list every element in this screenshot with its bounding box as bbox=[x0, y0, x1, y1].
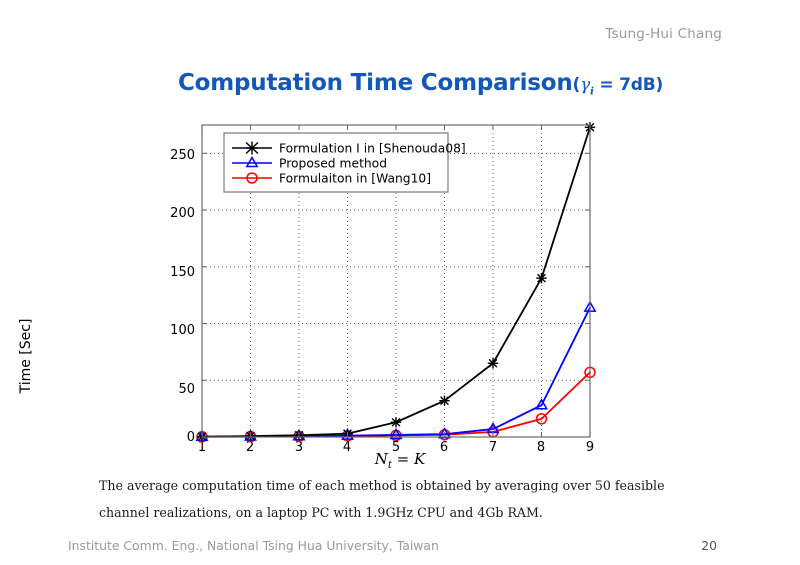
triangle-marker bbox=[389, 427, 403, 440]
author-name: Tsung-Hui Chang bbox=[605, 26, 722, 42]
x-tick-label: 5 bbox=[391, 440, 401, 455]
legend-label: Formulation I in [Shenouda08] bbox=[279, 142, 466, 156]
y-tick-label: 0 bbox=[186, 430, 195, 445]
y-tick-label: 50 bbox=[178, 382, 195, 397]
axis-ticks bbox=[201, 125, 591, 438]
gamma-value: 7dB bbox=[619, 75, 656, 95]
x-axis-label-eq: = bbox=[391, 450, 415, 468]
x-tick-label: 7 bbox=[488, 440, 498, 455]
legend-item-formulaiton-wang: Formulaiton in [Wang10] bbox=[232, 172, 431, 186]
circle-marker bbox=[535, 413, 548, 425]
chart-legend: Formulation I in [Shenouda08] Proposed m… bbox=[223, 132, 466, 193]
x-tick-label: 6 bbox=[439, 440, 449, 455]
plot-area: Formulation I in [Shenouda08] Proposed m… bbox=[195, 122, 597, 443]
legend-label: Formulaiton in [Wang10] bbox=[279, 172, 431, 186]
x-tick-label: 3 bbox=[294, 440, 304, 455]
x-axis-label-rhs: K bbox=[414, 450, 426, 468]
asterisk-marker bbox=[487, 358, 499, 369]
slide-caption: The average computation time of each met… bbox=[99, 472, 719, 526]
footer-page-number: 20 bbox=[701, 538, 717, 553]
legend-label: Proposed method bbox=[279, 157, 387, 171]
x-axis-label: Nt = K bbox=[300, 450, 500, 471]
caption-line-2: channel realizations, on a laptop PC wit… bbox=[99, 505, 543, 520]
page-title-parameter: (γi = 7dB) bbox=[572, 75, 664, 98]
gamma-subscript: i bbox=[590, 86, 594, 98]
circle-icon bbox=[246, 172, 258, 184]
page-title-main: Computation Time Comparison bbox=[178, 70, 573, 96]
asterisk-marker bbox=[439, 395, 450, 406]
asterisk-marker bbox=[390, 417, 402, 428]
x-tick-label: 8 bbox=[536, 440, 546, 455]
paren-close: ) bbox=[655, 75, 664, 95]
x-axis-label-sub: t bbox=[387, 460, 392, 471]
triangle-marker bbox=[438, 427, 451, 439]
x-axis-label-main: N bbox=[374, 450, 388, 468]
equals-sign: = bbox=[593, 75, 620, 95]
triangle-icon bbox=[245, 156, 259, 168]
caption-line-1: The average computation time of each met… bbox=[99, 478, 665, 493]
x-tick-label: 9 bbox=[585, 440, 595, 455]
x-tick-label: 1 bbox=[197, 440, 207, 455]
asterisk-icon bbox=[245, 141, 259, 155]
y-tick-label: 250 bbox=[170, 148, 195, 163]
y-tick-label: 200 bbox=[170, 206, 195, 221]
footer-institution: Institute Comm. Eng., National Tsing Hua… bbox=[68, 538, 439, 553]
gamma-symbol: γ bbox=[580, 75, 591, 95]
legend-item-proposed-method: Proposed method bbox=[232, 156, 387, 171]
legend-item-formulation-i: Formulation I in [Shenouda08] bbox=[232, 141, 466, 156]
y-tick-label: 150 bbox=[170, 265, 195, 280]
x-tick-label: 2 bbox=[245, 440, 255, 455]
page-title: Computation Time Comparison(γi = 7dB) bbox=[178, 70, 663, 97]
triangle-marker bbox=[341, 428, 354, 440]
paren-open: ( bbox=[572, 75, 581, 95]
legend-box bbox=[223, 132, 449, 193]
triangle-marker bbox=[535, 398, 548, 410]
computation-time-chart: Time [Sec] Nt = K 250 200 150 100 50 0 1… bbox=[0, 100, 800, 471]
asterisk-marker bbox=[536, 272, 547, 284]
x-tick-label: 4 bbox=[342, 440, 352, 455]
y-tick-label: 100 bbox=[170, 323, 195, 338]
